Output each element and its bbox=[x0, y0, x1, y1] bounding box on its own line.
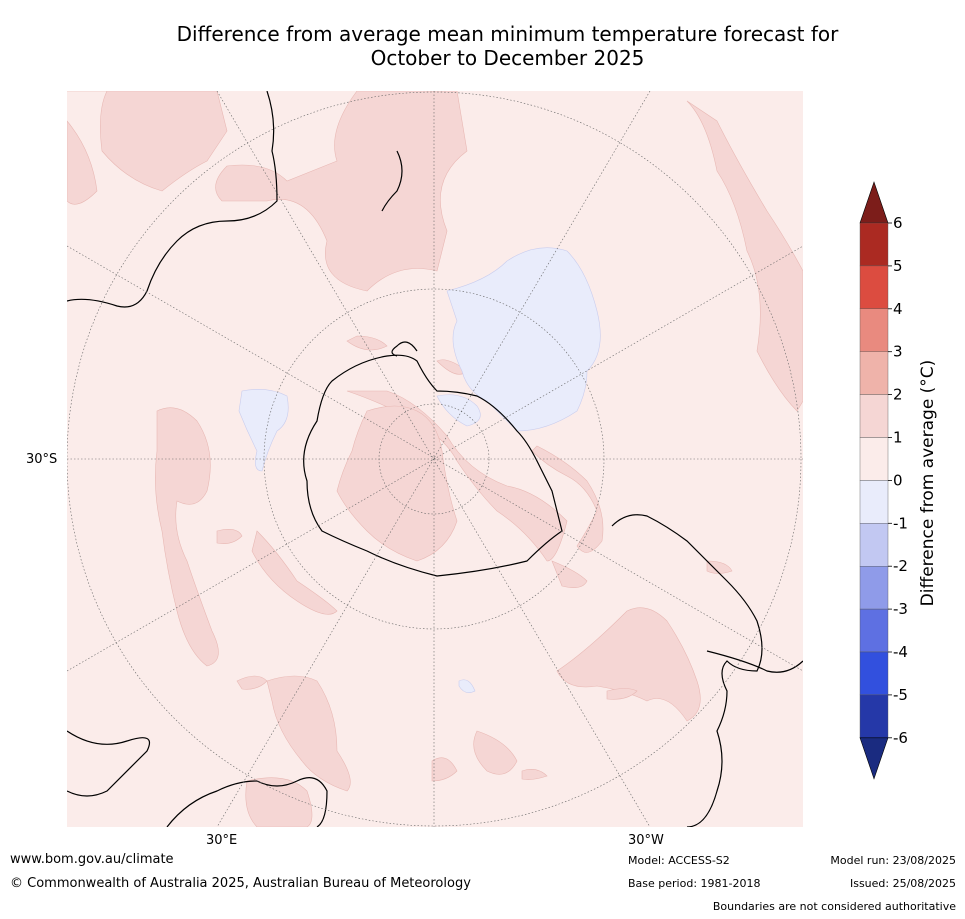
footer-disclaimer: Boundaries are not considered authoritat… bbox=[712, 900, 956, 913]
colorbar-segment bbox=[859, 608, 889, 653]
colorbar-segment bbox=[859, 651, 889, 696]
footer-model: Model: ACCESS-S2 bbox=[628, 854, 730, 867]
colorbar-tick-label: -2 bbox=[893, 557, 908, 575]
latitude-label: 30°S bbox=[26, 452, 58, 467]
footer-issued: Issued: 25/08/2025 bbox=[849, 877, 956, 890]
polar-map bbox=[67, 91, 803, 827]
colorbar-segment bbox=[859, 523, 889, 567]
colorbar-tick-label: -3 bbox=[893, 600, 908, 618]
colorbar-tick-label: -1 bbox=[893, 514, 908, 532]
colorbar-segment bbox=[859, 222, 889, 267]
colorbar-extend-bottom bbox=[859, 737, 889, 780]
title-line-1: Difference from average mean minimum tem… bbox=[176, 22, 839, 46]
footer-base-period: Base period: 1981-2018 bbox=[628, 877, 761, 890]
warm-anomaly-regions bbox=[67, 91, 803, 827]
colorbar-segment bbox=[859, 566, 889, 610]
colorbar-title: Difference from average (°C) bbox=[918, 359, 938, 607]
longitude-label-east: 30°E bbox=[206, 833, 238, 848]
colorbar-segment bbox=[859, 480, 889, 524]
colorbar-tick-label: -5 bbox=[893, 686, 908, 704]
colorbar: 6 5 4 3 2 1 0 -1 -2 -3 -4 -5 -6 bbox=[859, 181, 908, 780]
colorbar-tick-label: 6 bbox=[893, 214, 903, 232]
coastlines bbox=[67, 91, 803, 827]
colorbar-tick-label: 3 bbox=[893, 343, 903, 361]
title-line-2: October to December 2025 bbox=[370, 46, 645, 70]
colorbar-segment bbox=[859, 437, 889, 481]
longitude-label-west: 30°W bbox=[628, 833, 664, 848]
colorbar-segment bbox=[859, 308, 889, 352]
colorbar-tick-label: -4 bbox=[893, 643, 908, 661]
colorbar-segment bbox=[859, 694, 889, 739]
colorbar-tick-label: 1 bbox=[893, 429, 903, 447]
footer-url[interactable]: www.bom.gov.au/climate bbox=[10, 852, 174, 867]
colorbar-tick-label: 2 bbox=[893, 386, 903, 404]
colorbar-extend-top bbox=[859, 181, 889, 224]
colorbar-tick-label: -6 bbox=[893, 729, 908, 747]
colorbar-tick-label: 4 bbox=[893, 300, 903, 318]
colorbar-segment bbox=[859, 351, 889, 395]
graticule bbox=[67, 91, 803, 827]
colorbar-tick-label: 5 bbox=[893, 257, 903, 275]
footer-model-run: Model run: 23/08/2025 bbox=[830, 854, 956, 867]
colorbar-tick-label: 0 bbox=[893, 471, 903, 489]
map-title: Difference from average mean minimum tem… bbox=[60, 22, 955, 70]
footer-copyright: © Commonwealth of Australia 2025, Austra… bbox=[10, 876, 471, 891]
colorbar-segment bbox=[859, 394, 889, 438]
colorbar-segment bbox=[859, 265, 889, 310]
